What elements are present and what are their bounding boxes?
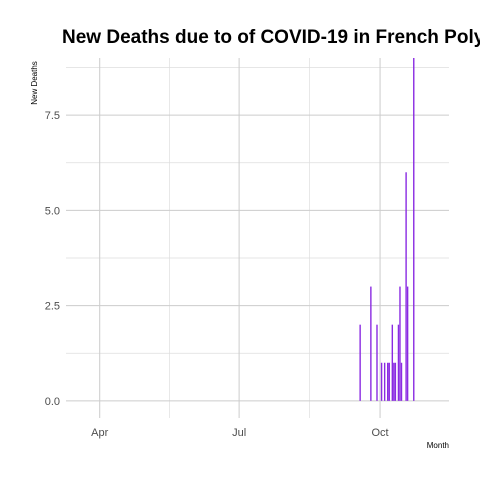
- data-bar: [393, 362, 395, 401]
- data-bar: [406, 286, 409, 401]
- data-bar: [394, 362, 397, 401]
- y-tick-label: 7.5: [45, 110, 60, 122]
- grid-minor: [66, 58, 449, 418]
- data-bars: [359, 58, 415, 401]
- data-bar: [400, 362, 403, 401]
- data-bar: [380, 362, 383, 401]
- data-bar: [399, 286, 401, 401]
- data-bar: [388, 362, 390, 401]
- y-tick-labels: 0.0 2.5 5.0 7.5: [45, 110, 60, 408]
- x-axis-label: Month: [427, 441, 449, 450]
- data-bar: [387, 362, 389, 401]
- data-bar: [376, 324, 378, 401]
- grid-major: [66, 58, 449, 418]
- data-bar: [391, 324, 394, 401]
- data-bar: [370, 286, 372, 401]
- y-tick-label: 2.5: [45, 301, 60, 313]
- chart-title: New Deaths due to of COVID-19 in French …: [62, 27, 480, 48]
- y-tick-label: 5.0: [45, 205, 60, 217]
- y-tick-label: 0.0: [45, 396, 60, 408]
- data-bar: [405, 172, 407, 401]
- x-tick-labels: Apr Jul Oct: [91, 427, 388, 439]
- data-bar: [359, 324, 361, 401]
- y-axis-label: New Deaths: [30, 61, 39, 105]
- x-tick-label: Oct: [371, 427, 388, 439]
- data-bar: [397, 324, 400, 401]
- x-tick-label: Apr: [91, 427, 108, 439]
- data-bar: [413, 58, 415, 401]
- x-tick-label: Jul: [232, 427, 246, 439]
- data-bar: [383, 362, 386, 401]
